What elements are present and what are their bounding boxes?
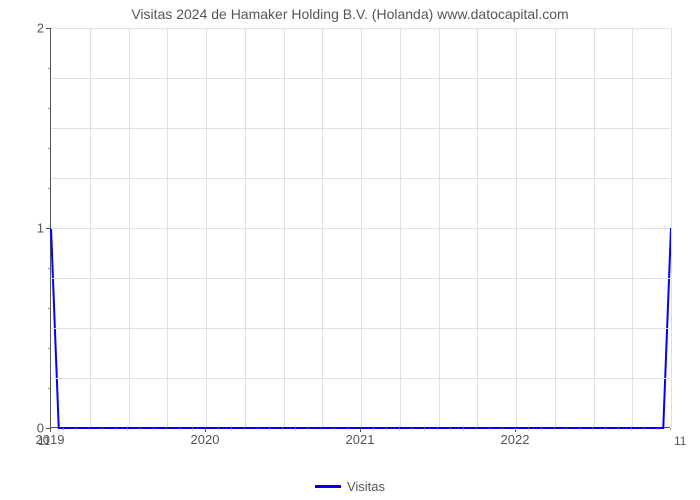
x-tick-minor <box>670 428 671 430</box>
x-tick-minor <box>437 428 438 430</box>
legend: Visitas <box>0 478 700 494</box>
x-tick-mark <box>50 428 51 432</box>
x-tick-minor <box>386 428 387 430</box>
annotation: 11 <box>38 434 50 448</box>
plot-area <box>50 28 670 428</box>
y-tick-mark <box>46 228 50 229</box>
x-tick-minor <box>321 428 322 430</box>
x-tick-minor <box>231 428 232 430</box>
x-tick-minor <box>644 428 645 430</box>
x-tick-minor <box>218 428 219 430</box>
x-tick-minor <box>450 428 451 430</box>
gridline-horizontal <box>51 78 670 79</box>
x-tick-minor <box>515 428 516 430</box>
x-tick-label: 2022 <box>501 432 530 447</box>
y-tick-mark <box>46 28 50 29</box>
x-tick-minor <box>257 428 258 430</box>
gridline-horizontal <box>51 278 670 279</box>
x-tick-minor <box>166 428 167 430</box>
x-tick-minor <box>528 428 529 430</box>
x-tick-mark <box>360 428 361 432</box>
x-tick-minor <box>269 428 270 430</box>
y-tick-minor <box>48 148 50 149</box>
y-tick-minor <box>48 268 50 269</box>
x-tick-minor <box>308 428 309 430</box>
y-tick-minor <box>48 388 50 389</box>
x-tick-minor <box>295 428 296 430</box>
legend-swatch <box>315 485 341 488</box>
x-tick-minor <box>347 428 348 430</box>
x-tick-minor <box>282 428 283 430</box>
y-tick-minor <box>48 348 50 349</box>
x-tick-minor <box>63 428 64 430</box>
x-tick-minor <box>153 428 154 430</box>
x-tick-minor <box>566 428 567 430</box>
y-tick-minor <box>48 68 50 69</box>
gridline-horizontal <box>51 328 670 329</box>
x-tick-mark <box>205 428 206 432</box>
x-tick-minor <box>115 428 116 430</box>
gridline-horizontal <box>51 178 670 179</box>
x-tick-minor <box>102 428 103 430</box>
annotation: 11 <box>674 434 686 448</box>
x-tick-minor <box>140 428 141 430</box>
x-tick-minor <box>192 428 193 430</box>
x-tick-minor <box>605 428 606 430</box>
x-tick-minor <box>463 428 464 430</box>
x-tick-minor <box>127 428 128 430</box>
x-tick-minor <box>579 428 580 430</box>
x-tick-minor <box>554 428 555 430</box>
legend-label: Visitas <box>347 479 385 494</box>
x-tick-minor <box>541 428 542 430</box>
x-tick-minor <box>618 428 619 430</box>
x-tick-minor <box>502 428 503 430</box>
y-tick-label: 2 <box>4 21 44 36</box>
x-tick-minor <box>476 428 477 430</box>
x-tick-minor <box>179 428 180 430</box>
y-tick-minor <box>48 108 50 109</box>
x-tick-minor <box>412 428 413 430</box>
y-tick-minor <box>48 308 50 309</box>
x-tick-minor <box>424 428 425 430</box>
x-tick-label: 2021 <box>346 432 375 447</box>
gridline-vertical <box>671 28 672 427</box>
x-tick-label: 2020 <box>191 432 220 447</box>
x-tick-minor <box>399 428 400 430</box>
x-tick-minor <box>89 428 90 430</box>
chart-title: Visitas 2024 de Hamaker Holding B.V. (Ho… <box>0 6 700 22</box>
gridline-horizontal <box>51 28 670 29</box>
x-tick-minor <box>334 428 335 430</box>
x-tick-minor <box>489 428 490 430</box>
x-tick-minor <box>76 428 77 430</box>
x-tick-minor <box>373 428 374 430</box>
gridline-horizontal <box>51 228 670 229</box>
x-tick-minor <box>592 428 593 430</box>
gridline-horizontal <box>51 128 670 129</box>
chart-container: Visitas 2024 de Hamaker Holding B.V. (Ho… <box>0 0 700 500</box>
x-tick-minor <box>244 428 245 430</box>
y-tick-minor <box>48 188 50 189</box>
gridline-horizontal <box>51 378 670 379</box>
x-tick-minor <box>657 428 658 430</box>
y-tick-label: 1 <box>4 221 44 236</box>
x-tick-minor <box>631 428 632 430</box>
